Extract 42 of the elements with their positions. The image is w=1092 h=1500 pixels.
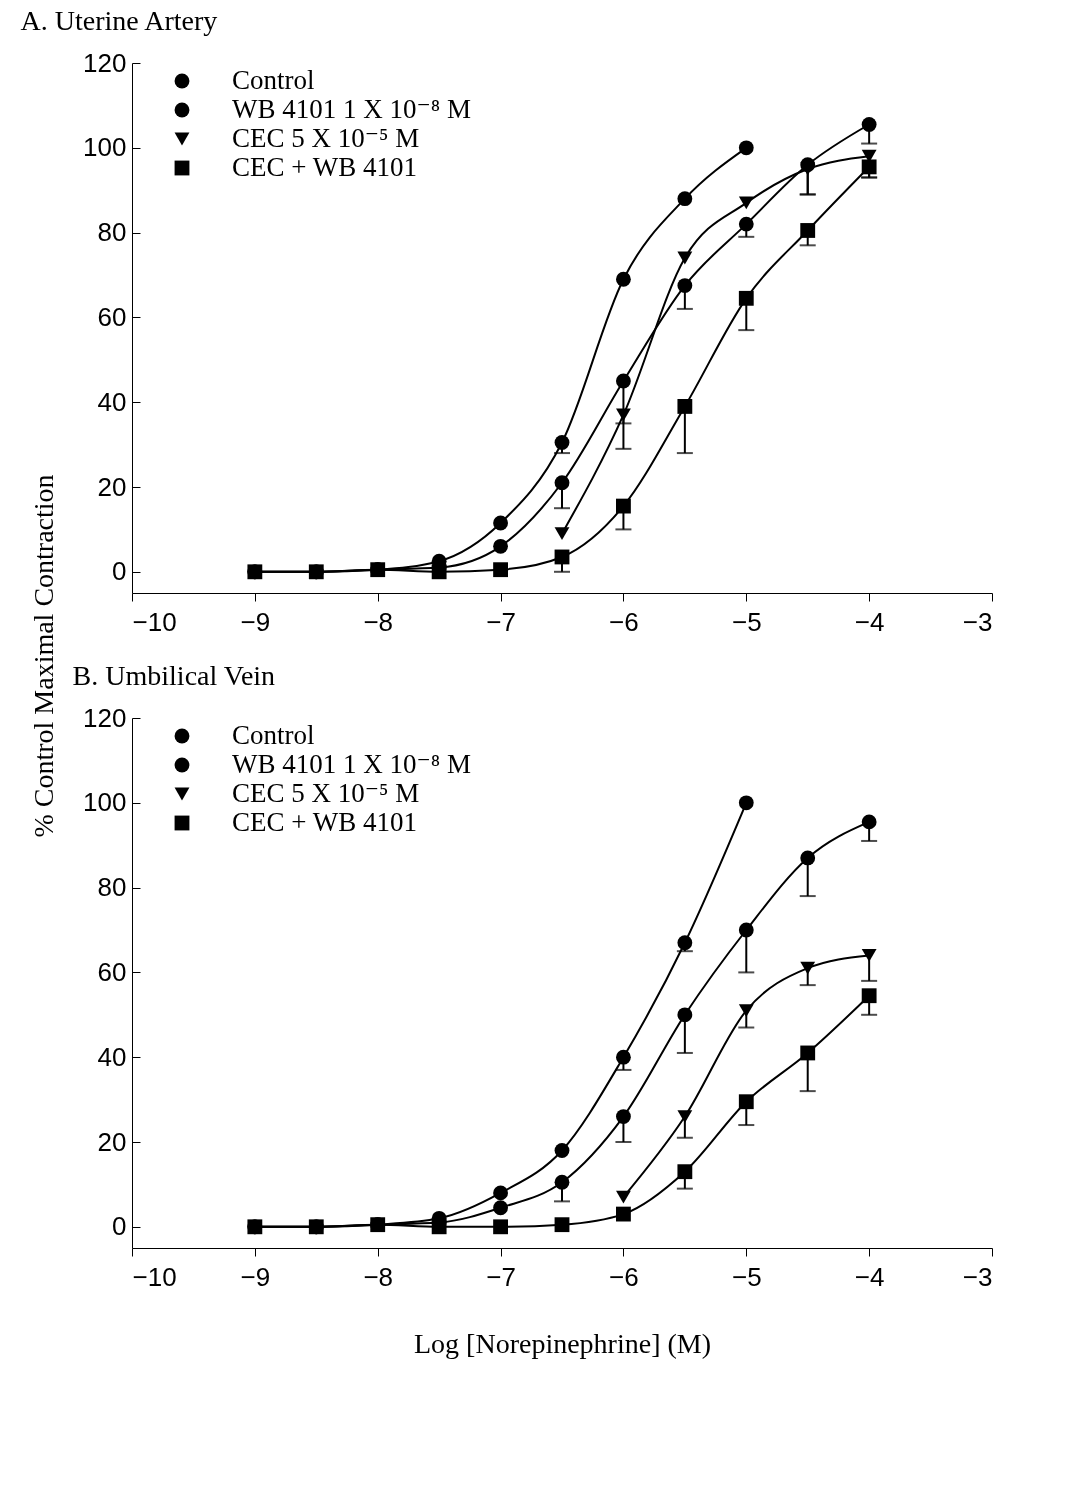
x-tick-label: −3 [962, 606, 993, 637]
x-tick-label: −5 [731, 606, 762, 637]
x-tick-label: −8 [363, 606, 394, 637]
y-tick-label: 100 [83, 132, 127, 163]
y-tick-label: 0 [112, 1211, 127, 1242]
x-tick-label: −5 [731, 1261, 762, 1292]
y-tick-label: 80 [97, 217, 127, 248]
x-tick-label: −7 [486, 606, 516, 637]
legend-label: Control [232, 720, 315, 750]
legend-label: CEC + WB 4101 [232, 152, 417, 182]
x-tick-label: −9 [240, 606, 271, 637]
y-tick-label: 40 [97, 386, 127, 417]
y-tick-label: 0 [112, 556, 127, 587]
y-tick-label: 20 [97, 1126, 127, 1157]
x-tick-label: −7 [486, 1261, 516, 1292]
y-tick-label: 20 [97, 471, 127, 502]
chart-title: B. Umbilical Vein [72, 660, 276, 691]
y-tick-label: 60 [97, 956, 127, 987]
y-tick-label: 80 [97, 872, 127, 903]
legend-label: CEC 5 X 10⁻⁵ M [232, 123, 420, 153]
legend-label: CEC + WB 4101 [232, 807, 417, 837]
y-tick-label: 40 [97, 1041, 127, 1072]
x-axis-title: Log [Norepinephrine] (M) [413, 1327, 712, 1359]
y-tick-label: 120 [83, 702, 127, 733]
legend-label: WB 4101 1 X 10⁻⁸ M [232, 749, 471, 779]
x-tick-label: −6 [609, 1261, 639, 1292]
x-tick-label: −8 [363, 1261, 394, 1292]
x-tick-label: −3 [962, 1261, 993, 1292]
x-tick-label: −10 [132, 606, 177, 637]
x-tick-label: −4 [854, 606, 885, 637]
legend-label: Control [232, 65, 315, 95]
y-tick-label: 120 [83, 47, 127, 78]
x-tick-label: −10 [132, 1261, 177, 1292]
chart-title: A. Uterine Artery [20, 5, 218, 36]
legend-label: CEC 5 X 10⁻⁵ M [232, 778, 420, 808]
y-tick-label: 60 [97, 301, 127, 332]
x-tick-label: −9 [240, 1261, 271, 1292]
x-tick-label: −6 [609, 606, 639, 637]
x-tick-label: −4 [854, 1261, 885, 1292]
y-axis-title: % Control Maximal Contraction [28, 474, 60, 838]
legend-label: WB 4101 1 X 10⁻⁸ M [232, 94, 471, 124]
y-tick-label: 100 [83, 787, 127, 818]
